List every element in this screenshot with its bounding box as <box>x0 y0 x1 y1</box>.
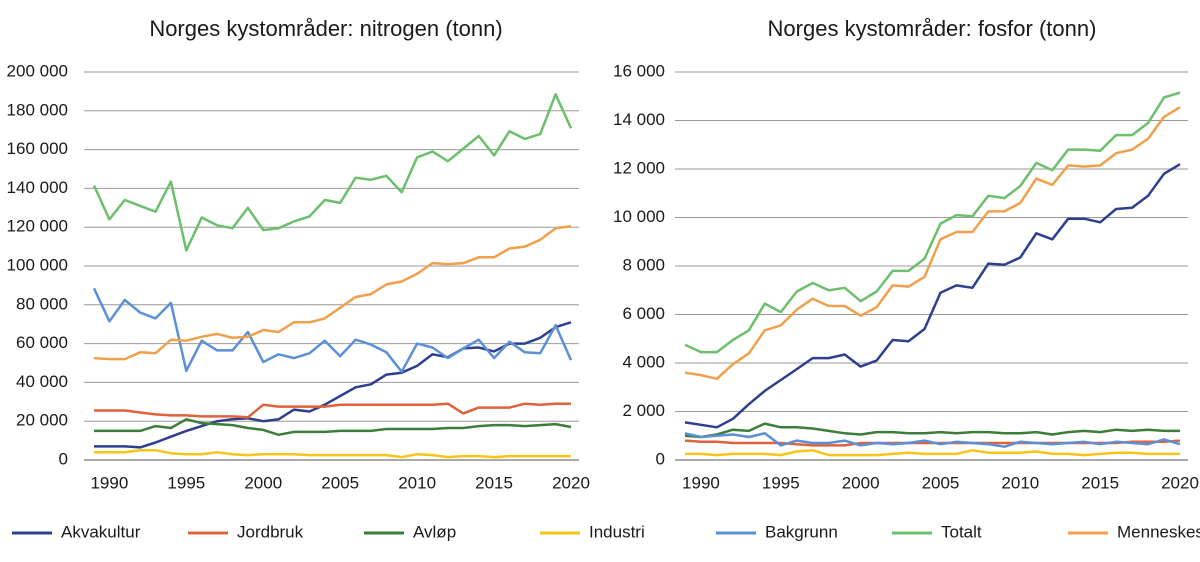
series-line <box>94 449 571 459</box>
x-tick-label: 1990 <box>90 473 128 492</box>
y-tick-label: 80 000 <box>16 294 68 313</box>
y-tick-label: 6 000 <box>622 304 665 323</box>
series-line <box>684 163 1181 429</box>
series-line <box>685 449 1180 457</box>
x-tick-label: 2005 <box>922 473 960 492</box>
y-tick-label: 0 <box>59 449 68 468</box>
legend-label: Menneskeskapt <box>1117 522 1200 541</box>
chart-title: Norges kystområder: nitrogen (tonn) <box>149 16 502 41</box>
y-tick-label: 180 000 <box>7 100 68 119</box>
y-tick-label: 60 000 <box>16 333 68 352</box>
series-line <box>684 91 1181 354</box>
legend-label: Jordbruk <box>237 522 304 541</box>
legend-label: Bakgrunn <box>765 522 838 541</box>
x-tick-label: 2020 <box>1161 473 1199 492</box>
x-tick-label: 2015 <box>475 473 513 492</box>
y-tick-label: 40 000 <box>16 372 68 391</box>
y-tick-label: 0 <box>656 449 665 468</box>
y-tick-label: 12 000 <box>613 158 665 177</box>
x-tick-label: 2010 <box>1001 473 1039 492</box>
x-tick-label: 2020 <box>552 473 590 492</box>
y-tick-label: 200 000 <box>7 61 68 80</box>
y-tick-label: 16 000 <box>613 61 665 80</box>
y-tick-label: 100 000 <box>7 255 68 274</box>
series-line <box>94 321 572 449</box>
series-line <box>94 402 571 419</box>
y-tick-label: 14 000 <box>613 110 665 129</box>
y-tick-label: 20 000 <box>16 411 68 430</box>
legend-label: Totalt <box>941 522 982 541</box>
x-tick-label: 2000 <box>244 473 282 492</box>
y-tick-label: 2 000 <box>622 401 665 420</box>
x-tick-label: 2015 <box>1081 473 1119 492</box>
series-line <box>93 224 572 361</box>
series-line <box>94 418 572 437</box>
x-tick-label: 2000 <box>842 473 880 492</box>
x-tick-label: 1995 <box>762 473 800 492</box>
x-tick-label: 2010 <box>398 473 436 492</box>
chart-title: Norges kystområder: fosfor (tonn) <box>768 16 1097 41</box>
x-tick-label: 2005 <box>321 473 359 492</box>
y-tick-label: 4 000 <box>622 352 665 371</box>
y-tick-label: 10 000 <box>613 207 665 226</box>
legend-label: Industri <box>589 522 645 541</box>
series-line <box>684 422 1180 439</box>
y-tick-label: 160 000 <box>7 139 68 158</box>
y-tick-label: 8 000 <box>622 255 665 274</box>
legend-label: Akvakultur <box>61 522 141 541</box>
series-line <box>684 106 1181 381</box>
y-tick-label: 140 000 <box>7 178 68 197</box>
legend-label: Avløp <box>413 522 456 541</box>
series-line <box>92 287 573 373</box>
x-tick-label: 1995 <box>167 473 205 492</box>
series-line <box>92 93 573 252</box>
x-tick-label: 1990 <box>682 473 720 492</box>
series-line <box>684 432 1181 448</box>
y-tick-label: 120 000 <box>7 217 68 236</box>
